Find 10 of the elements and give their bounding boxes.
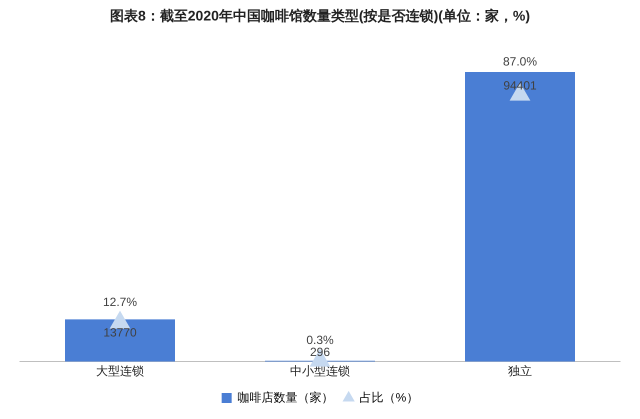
- chart-title: 图表8：截至2020年中国咖啡馆数量类型(按是否连锁)(单位：家，%): [110, 7, 530, 24]
- data-label: 12.7%: [102, 294, 138, 309]
- data-label: 13770: [103, 326, 138, 340]
- x-tick-label: 独立: [508, 364, 532, 378]
- data-label: 296: [310, 345, 330, 360]
- x-tick-label: 大型连锁: [96, 364, 144, 378]
- data-label: 87.0%: [502, 54, 538, 68]
- legend-label: 咖啡店数量（家）: [238, 390, 334, 404]
- legend-label: 占比（%）: [360, 390, 418, 404]
- data-label: 0.3%: [306, 332, 334, 347]
